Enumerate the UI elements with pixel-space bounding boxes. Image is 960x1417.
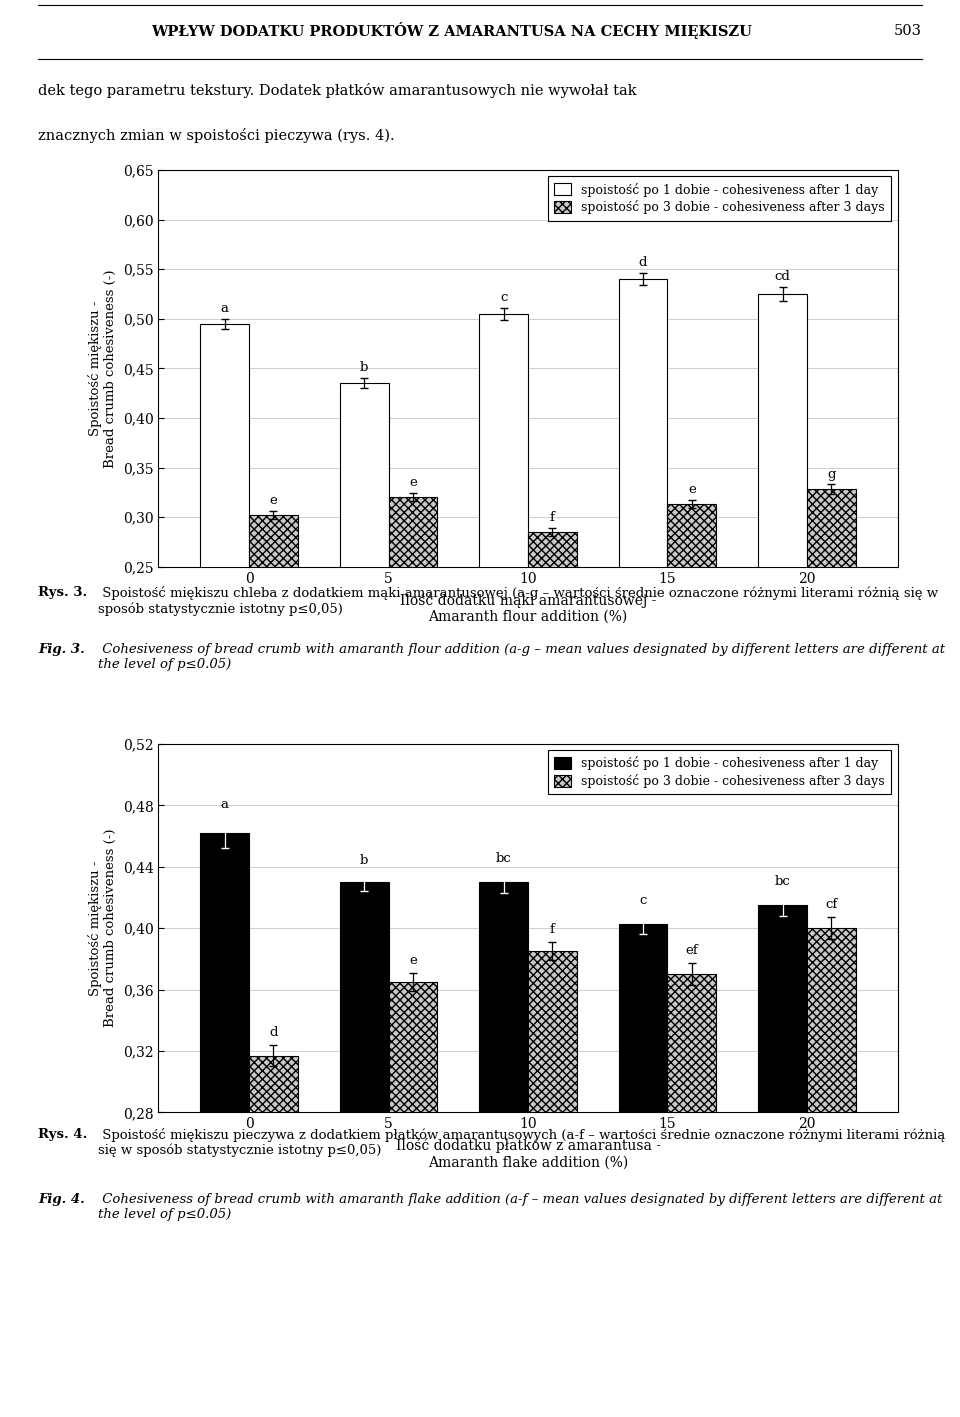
Text: e: e [409, 476, 417, 489]
Text: g: g [828, 468, 835, 480]
Text: Fig. 3.: Fig. 3. [38, 643, 85, 656]
Y-axis label: Spoistość miękiszu -
Bread crumb cohesiveness (-): Spoistość miękiszu - Bread crumb cohesiv… [88, 269, 117, 468]
Text: ef: ef [685, 944, 698, 958]
Bar [389, 497, 438, 815]
Bar [618, 279, 667, 815]
Text: b: b [360, 361, 369, 374]
Text: WPŁYW DODATKU PRODUKTÓW Z AMARANTUSA NA CECHY MIĘKISZU: WPŁYW DODATKU PRODUKTÓW Z AMARANTUSA NA … [151, 23, 752, 40]
Text: e: e [270, 495, 277, 507]
Bar [201, 323, 249, 815]
Text: dek tego parametru tekstury. Dodatek płatków amarantusowych nie wywołał tak: dek tego parametru tekstury. Dodatek pła… [38, 84, 637, 98]
Text: Spoistość miękiszu pieczywa z dodatkiem płatków amarantusowych (a-f – wartości ś: Spoistość miękiszu pieczywa z dodatkiem … [99, 1128, 946, 1158]
Bar [479, 881, 528, 1417]
Text: a: a [221, 798, 228, 812]
Legend: spoistość po 1 dobie - cohesiveness after 1 day, spoistość po 3 dobie - cohesive: spoistość po 1 dobie - cohesiveness afte… [548, 750, 891, 795]
Bar [758, 905, 807, 1417]
Bar [807, 489, 855, 815]
Bar [249, 1056, 298, 1417]
Bar [340, 383, 389, 815]
Bar [389, 982, 438, 1417]
Bar [201, 833, 249, 1417]
Bar [528, 531, 577, 815]
Text: Rys. 4.: Rys. 4. [38, 1128, 87, 1141]
Text: Fig. 4.: Fig. 4. [38, 1193, 85, 1206]
Text: Cohesiveness of bread crumb with amaranth flake addition (a-f – mean values desi: Cohesiveness of bread crumb with amarant… [99, 1193, 943, 1221]
Text: d: d [269, 1026, 277, 1039]
Bar [807, 928, 855, 1417]
Y-axis label: Spoistość miękiszu -
Bread crumb cohesiveness (-): Spoistość miękiszu - Bread crumb cohesiv… [88, 829, 117, 1027]
Bar [618, 924, 667, 1417]
Text: Spoistość miękiszu chleba z dodatkiem mąki amarantusowej (a-g – wartości średnie: Spoistość miękiszu chleba z dodatkiem mą… [99, 587, 939, 616]
Text: c: c [639, 894, 647, 907]
Bar [667, 975, 716, 1417]
Text: bc: bc [775, 876, 790, 888]
Text: b: b [360, 853, 369, 867]
Bar [249, 516, 298, 815]
Bar [479, 313, 528, 815]
Bar [758, 293, 807, 815]
Bar [528, 951, 577, 1417]
Text: c: c [500, 290, 507, 303]
Text: cd: cd [775, 271, 790, 283]
Text: e: e [688, 483, 696, 496]
Text: e: e [409, 954, 417, 966]
Text: d: d [638, 256, 647, 269]
Legend: spoistość po 1 dobie - cohesiveness after 1 day, spoistość po 3 dobie - cohesive: spoistość po 1 dobie - cohesiveness afte… [548, 176, 891, 221]
Text: f: f [550, 512, 555, 524]
Text: f: f [550, 922, 555, 935]
Bar [667, 504, 716, 815]
Text: 503: 503 [894, 24, 922, 38]
Text: cf: cf [826, 898, 837, 911]
Text: Cohesiveness of bread crumb with amaranth flour addition (a-g – mean values desi: Cohesiveness of bread crumb with amarant… [99, 643, 946, 670]
X-axis label: Ilość dodatku płatków z amarantusa -
Amaranth flake addition (%): Ilość dodatku płatków z amarantusa - Ama… [396, 1138, 660, 1169]
Text: bc: bc [495, 852, 512, 866]
Text: Rys. 3.: Rys. 3. [38, 587, 87, 599]
Text: znacznych zmian w spoistości pieczywa (rys. 4).: znacznych zmian w spoistości pieczywa (r… [38, 128, 395, 143]
X-axis label: Ilość dodatku mąki amarantusowej -
Amaranth flour addition (%): Ilość dodatku mąki amarantusowej - Amara… [399, 592, 657, 623]
Bar [340, 881, 389, 1417]
Text: a: a [221, 302, 228, 315]
